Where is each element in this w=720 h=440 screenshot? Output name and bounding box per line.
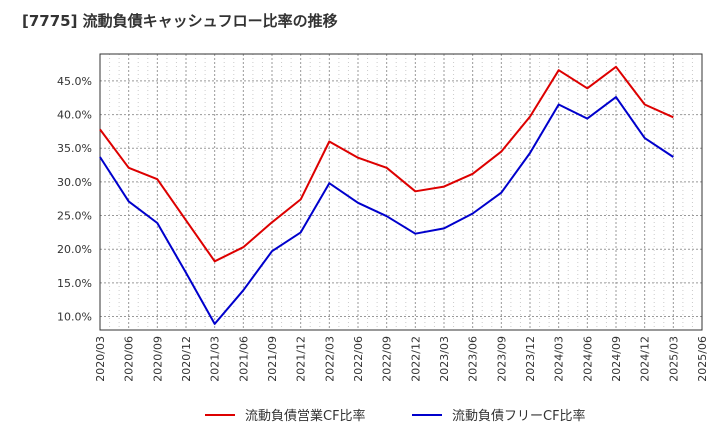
y-tick-label: 35.0% — [57, 142, 92, 155]
y-tick-label: 45.0% — [57, 75, 92, 88]
y-tick-label: 40.0% — [57, 109, 92, 122]
x-tick-label: 2025/06 — [696, 336, 709, 382]
x-tick-label: 2024/12 — [639, 336, 652, 382]
y-tick-label: 30.0% — [57, 176, 92, 189]
x-tick-label: 2021/09 — [266, 336, 279, 382]
x-tick-label: 2023/09 — [495, 336, 508, 382]
y-tick-label: 15.0% — [57, 277, 92, 290]
x-tick-label: 2023/06 — [467, 336, 480, 382]
x-tick-label: 2022/03 — [323, 336, 336, 382]
x-tick-label: 2022/06 — [352, 336, 365, 382]
y-tick-label: 20.0% — [57, 243, 92, 256]
x-tick-label: 2022/09 — [381, 336, 394, 382]
x-tick-label: 2020/06 — [123, 336, 136, 382]
legend-label-1: 流動負債営業CF比率 — [245, 408, 366, 424]
x-tick-label: 2020/03 — [94, 336, 107, 382]
plot-area — [99, 53, 703, 331]
x-tick-label: 2024/03 — [553, 336, 566, 382]
x-tick-label: 2020/09 — [151, 336, 164, 382]
x-tick-label: 2021/03 — [209, 336, 222, 382]
x-tick-label: 2024/09 — [610, 336, 623, 382]
x-tick-label: 2023/03 — [438, 336, 451, 382]
x-tick-label: 2020/12 — [180, 336, 193, 382]
y-tick-label: 25.0% — [57, 210, 92, 223]
series-line-2 — [99, 96, 674, 325]
x-tick-label: 2025/03 — [667, 336, 680, 382]
chart-title: [7775] 流動負債キャッシュフロー比率の推移 — [22, 12, 338, 30]
x-tick-label: 2022/12 — [409, 336, 422, 382]
x-tick-label: 2021/12 — [295, 336, 308, 382]
x-tick-label: 2024/06 — [581, 336, 594, 382]
series-line-1 — [99, 65, 674, 263]
x-tick-label: 2021/06 — [237, 336, 250, 382]
y-tick-label: 10.0% — [57, 311, 92, 324]
x-tick-label: 2023/12 — [524, 336, 537, 382]
legend-label-2: 流動負債フリーCF比率 — [452, 408, 586, 424]
